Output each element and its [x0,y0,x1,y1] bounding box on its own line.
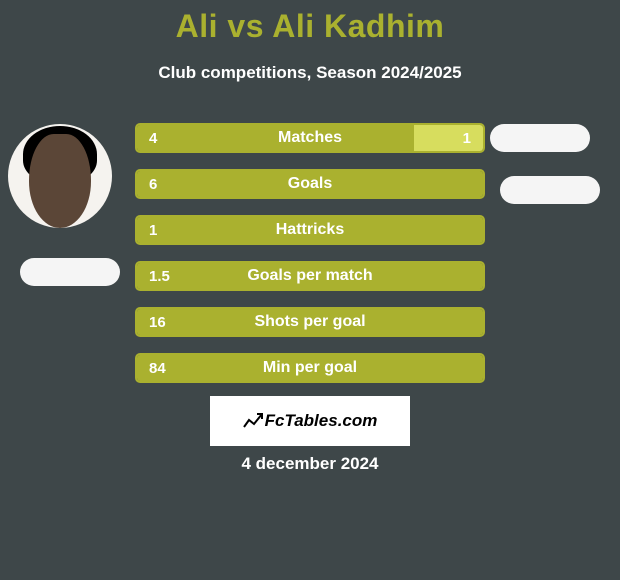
stat-bars: 41Matches 6Goals 1Hattricks 1.5Goals per ma… [135,123,485,399]
branding-logo-icon [243,412,263,430]
branding-text: FcTables.com [265,411,378,431]
stat-bar-row: 1.5Goals per match [135,261,485,291]
player-right-namechip [500,176,600,204]
stat-bar-row: 16Shots per goal [135,307,485,337]
stat-bar-row: 6Goals [135,169,485,199]
stat-bar-label: Goals [137,171,483,197]
stat-bar-label: Hattricks [137,217,483,243]
subtitle: Club competitions, Season 2024/2025 [0,63,620,83]
avatar-face-shape [29,134,91,228]
stat-bar-label: Shots per goal [137,309,483,335]
player-left-avatar [8,124,112,228]
page-title: Ali vs Ali Kadhim [0,0,620,45]
player-right-avatar-chip [490,124,590,152]
stat-bar-label: Min per goal [137,355,483,381]
player-left-namechip [20,258,120,286]
stat-bar-label: Goals per match [137,263,483,289]
comparison-infographic: Ali vs Ali Kadhim Club competitions, Sea… [0,0,620,580]
stat-bar-row: 1Hattricks [135,215,485,245]
stat-bar-label: Matches [137,125,483,151]
branding-badge: FcTables.com [210,396,410,446]
stat-bar-row: 41Matches [135,123,485,153]
date-label: 4 december 2024 [0,454,620,474]
stat-bar-row: 84Min per goal [135,353,485,383]
